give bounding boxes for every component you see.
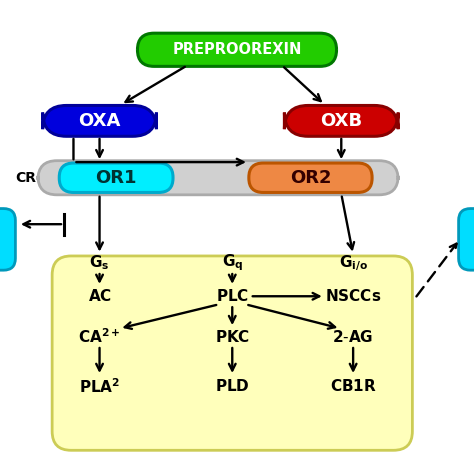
- FancyBboxPatch shape: [52, 256, 412, 450]
- Text: OXA: OXA: [78, 112, 121, 130]
- FancyBboxPatch shape: [249, 163, 372, 192]
- FancyBboxPatch shape: [38, 161, 398, 195]
- Text: OR2: OR2: [290, 169, 331, 187]
- Text: PREPROOREXIN: PREPROOREXIN: [173, 42, 301, 57]
- Text: $\mathbf{AC}$: $\mathbf{AC}$: [88, 288, 111, 304]
- FancyBboxPatch shape: [459, 209, 474, 270]
- Text: OR1: OR1: [95, 169, 137, 187]
- Text: OXB: OXB: [320, 112, 362, 130]
- FancyBboxPatch shape: [43, 106, 156, 137]
- Text: $\mathbf{CA^{2+}}$: $\mathbf{CA^{2+}}$: [78, 327, 121, 346]
- Text: $\mathbf{G_s}$: $\mathbf{G_s}$: [89, 254, 110, 273]
- Text: $\mathbf{PLA^2}$: $\mathbf{PLA^2}$: [79, 377, 120, 396]
- Text: $\mathbf{NSCCs}$: $\mathbf{NSCCs}$: [325, 288, 381, 304]
- FancyBboxPatch shape: [59, 163, 173, 192]
- Text: $\mathbf{G_q}$: $\mathbf{G_q}$: [221, 253, 243, 273]
- Text: $\mathbf{G_{i/o}}$: $\mathbf{G_{i/o}}$: [338, 253, 368, 273]
- FancyBboxPatch shape: [137, 33, 337, 66]
- Text: CR: CR: [16, 171, 36, 185]
- Text: $\mathbf{PKC}$: $\mathbf{PKC}$: [215, 328, 250, 345]
- Text: $\mathbf{CB1R}$: $\mathbf{CB1R}$: [330, 378, 376, 394]
- FancyBboxPatch shape: [284, 106, 398, 137]
- FancyBboxPatch shape: [0, 209, 15, 270]
- Text: $\mathbf{PLD}$: $\mathbf{PLD}$: [215, 378, 250, 394]
- Text: $\mathbf{PLC}$: $\mathbf{PLC}$: [216, 288, 249, 304]
- Text: $\mathbf{2\text{-}AG}$: $\mathbf{2\text{-}AG}$: [332, 328, 374, 345]
